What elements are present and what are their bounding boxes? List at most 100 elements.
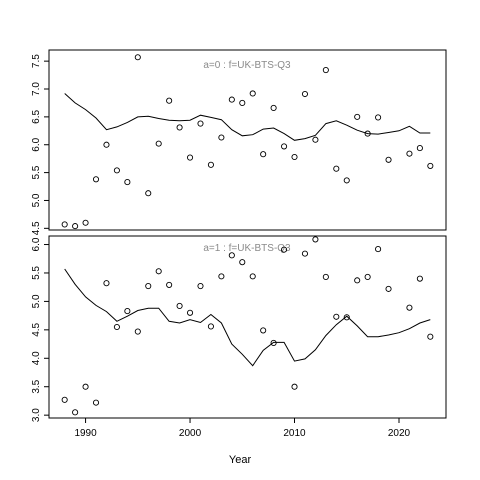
data-point [176, 302, 183, 310]
data-point [281, 143, 288, 150]
data-point [72, 409, 79, 416]
x-axis-title: Year [229, 454, 252, 466]
data-point [343, 314, 350, 321]
data-point [249, 90, 256, 97]
bottom-panel-frame [48, 235, 447, 419]
data-point [197, 282, 204, 290]
data-point [322, 67, 329, 74]
x-tick-label: 2020 [388, 428, 411, 439]
y-tick-label: 5.0 [31, 193, 42, 207]
bottom-panel-point-series [61, 236, 434, 416]
data-point [176, 124, 183, 131]
data-point [427, 162, 434, 169]
data-point [103, 280, 110, 287]
top-panel-title: a=0 : f=UK-BTS-Q3 [203, 60, 291, 71]
data-point [207, 161, 214, 168]
data-point [375, 246, 382, 253]
data-point [166, 281, 173, 288]
data-point [186, 154, 194, 161]
data-point [416, 145, 423, 152]
data-point [218, 134, 225, 141]
y-tick-label: 4.0 [31, 351, 42, 365]
data-point [166, 97, 173, 104]
data-point [61, 396, 68, 403]
data-point [333, 165, 340, 172]
data-point [281, 246, 288, 253]
data-point [406, 150, 413, 157]
data-point [145, 282, 152, 290]
data-point [218, 273, 225, 280]
data-point [155, 140, 162, 147]
data-point [291, 383, 298, 390]
x-axis: 1990 2000 2010 2020 [74, 418, 411, 439]
top-panel: a=0 : f=UK-BTS-Q3 4.5 5.0 5.5 6.0 6.5 7.0 7.5 [31, 49, 447, 235]
data-point [155, 268, 162, 275]
data-point [343, 177, 350, 184]
data-point [239, 99, 246, 106]
data-point [312, 136, 319, 143]
data-point [134, 54, 141, 61]
data-point [239, 259, 246, 266]
data-point [124, 308, 131, 315]
data-point [249, 273, 256, 280]
data-point [301, 90, 309, 98]
data-point [145, 190, 152, 197]
data-point [103, 141, 110, 148]
bottom-panel-y-axis: 3.0 3.5 4.0 4.5 5.0 5.5 6.0 [31, 237, 49, 422]
data-point [333, 313, 340, 320]
data-point [364, 273, 371, 281]
data-point [82, 219, 89, 226]
data-point [92, 176, 100, 183]
data-point [113, 167, 120, 174]
data-point [301, 250, 309, 257]
data-point [416, 275, 423, 282]
y-tick-label: 5.5 [31, 266, 42, 280]
data-point [186, 309, 194, 316]
trend-line [64, 268, 431, 367]
data-point [92, 399, 100, 406]
data-point [291, 153, 298, 161]
data-point [228, 252, 235, 259]
trend-line [64, 93, 431, 141]
data-point [312, 236, 319, 243]
data-point [427, 333, 434, 340]
bottom-panel: a=1 : f=UK-BTS-Q3 3.03.54.04.55.05.56.0 … [31, 235, 447, 439]
data-point [124, 179, 131, 186]
data-point [375, 114, 382, 121]
data-point [134, 328, 141, 335]
data-point [406, 304, 413, 311]
data-point [354, 277, 361, 284]
data-point [113, 323, 120, 331]
data-point [270, 104, 277, 112]
data-point [354, 113, 361, 120]
data-point [260, 151, 267, 158]
x-tick-label: 1990 [74, 428, 97, 439]
y-tick-label: 6.0 [31, 137, 42, 151]
top-panel-line-series [64, 93, 431, 141]
bottom-panel-line-series [64, 268, 431, 367]
data-point [72, 223, 79, 230]
y-tick-label: 7.5 [31, 54, 42, 68]
y-tick-label: 7.0 [31, 82, 42, 96]
y-tick-label: 4.5 [31, 322, 42, 336]
data-point [364, 130, 371, 137]
data-point [207, 323, 214, 330]
data-point [61, 221, 68, 228]
data-point [322, 273, 329, 281]
x-tick-label: 2000 [179, 428, 202, 439]
y-tick-label: 6.0 [31, 237, 42, 251]
data-point [197, 120, 204, 127]
y-tick-label: 3.5 [31, 379, 42, 393]
y-tick-label: 6.5 [31, 109, 42, 123]
bottom-panel-title: a=1 : f=UK-BTS-Q3 [203, 243, 291, 254]
top-panel-point-series [61, 54, 434, 230]
top-panel-y-axis: 4.5 5.0 5.5 6.0 6.5 7.0 7.5 [31, 54, 49, 235]
top-panel-frame [48, 49, 447, 231]
data-point [270, 339, 277, 346]
x-tick-label: 2010 [283, 428, 306, 439]
data-point [228, 96, 235, 103]
y-tick-label: 5.0 [31, 294, 42, 308]
y-tick-label: 4.5 [31, 221, 42, 235]
data-point [385, 156, 392, 163]
